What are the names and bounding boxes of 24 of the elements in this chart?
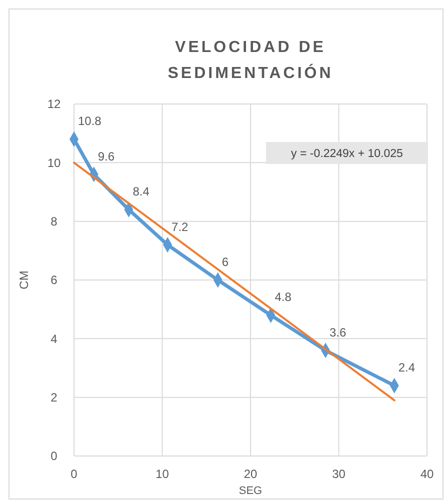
y-tick-label: 4: [50, 332, 58, 346]
chart-title: VELOCIDAD DE SEDIMENTACIÓN: [168, 39, 334, 82]
y-tick-label: 6: [50, 273, 58, 288]
x-tick-label: 20: [244, 467, 258, 481]
y-axis-title: CM: [17, 270, 31, 290]
data-label: 3.6: [330, 325, 347, 340]
y-tick-label: 12: [47, 97, 61, 112]
annotation: y = -0.2249x + 10.025: [291, 148, 403, 160]
data-label: 10.8: [78, 114, 102, 128]
y-tick-label: 10: [47, 156, 61, 170]
data-label: 4.8: [274, 290, 292, 304]
data-label: 2.4: [398, 360, 416, 375]
x-axis-title: SEG: [238, 485, 262, 497]
x-tick-label: 10: [156, 467, 170, 481]
y-tick-label: 2: [50, 390, 58, 405]
y-tick-label: 0: [50, 449, 58, 464]
y-tick-label: 8: [50, 214, 58, 229]
data-label: 8.4: [132, 184, 150, 199]
x-tick-label: 30: [332, 467, 346, 481]
data-label: 7.2: [172, 220, 189, 234]
data-label: 6: [222, 255, 229, 269]
data-label: 9.6: [98, 149, 115, 164]
x-tick-label: 40: [420, 467, 434, 481]
x-tick-label: 0: [70, 467, 78, 481]
